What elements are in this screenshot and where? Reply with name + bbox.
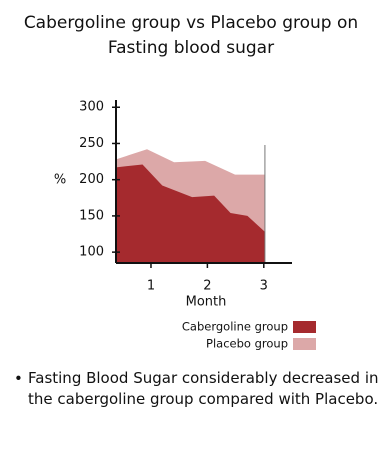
legend-swatch xyxy=(293,321,316,333)
legend-label: Placebo group xyxy=(206,337,288,351)
x-tick-label: 2 xyxy=(203,279,211,294)
x-tick-label: 1 xyxy=(147,279,155,294)
bullet-text: Fasting Blood Sugar considerably decreas… xyxy=(28,369,379,408)
y-tick-label: 200 xyxy=(79,172,104,187)
chart-title: Fasting blood sugar xyxy=(108,38,274,58)
y-tick-label: 150 xyxy=(79,208,104,223)
area xyxy=(116,164,265,263)
y-axis-label: % xyxy=(54,173,66,188)
chart-title: Cabergoline group vs Placebo group on xyxy=(24,13,358,33)
x-axis-label: Month xyxy=(186,295,227,310)
y-tick-label: 250 xyxy=(79,136,104,151)
y-tick-label: 300 xyxy=(79,100,104,115)
bullet-marker: • xyxy=(14,370,23,388)
legend-swatch xyxy=(293,338,316,350)
y-tick-label: 100 xyxy=(79,245,104,260)
x-tick-label: 3 xyxy=(260,279,268,294)
legend-label: Cabergoline group xyxy=(182,320,288,334)
